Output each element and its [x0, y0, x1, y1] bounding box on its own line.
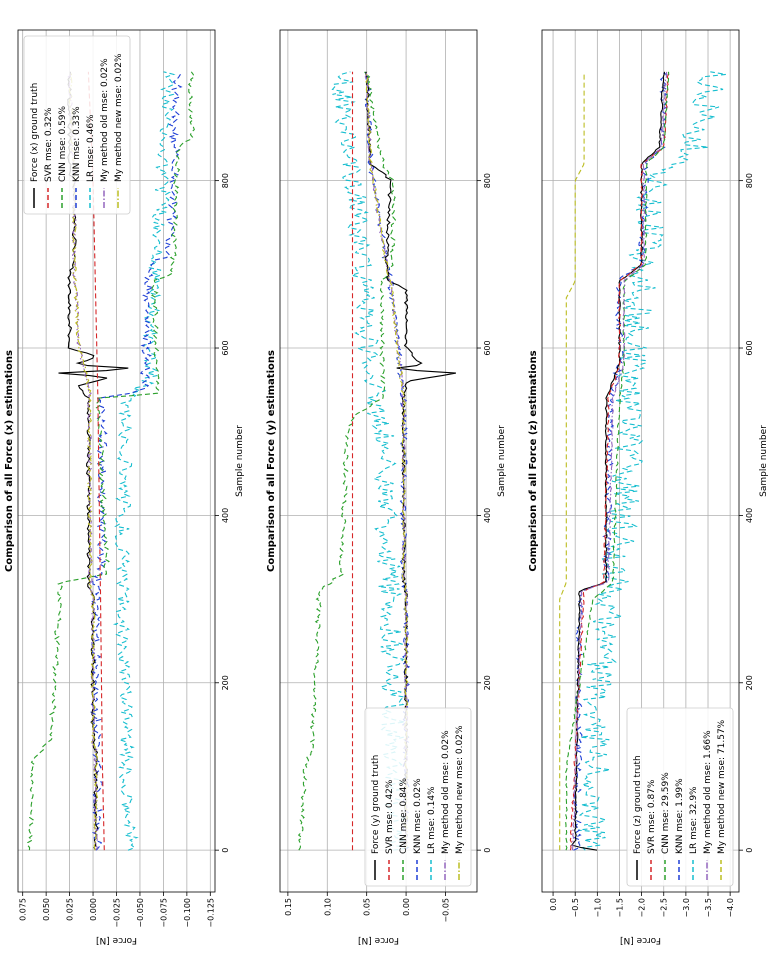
y-tick-label: −0.5: [571, 898, 580, 917]
x-ticks: 0 200 400 600 800: [215, 173, 230, 853]
legend: Force (y) ground truth SVR mse: 0.42% CNN …: [364, 707, 472, 887]
y-tick-label: −1.0: [593, 898, 602, 917]
series-line: [559, 71, 585, 851]
legend-label: SVR mse: 0.42%: [385, 779, 395, 854]
x-axis-label: Sample number: [759, 425, 768, 497]
y-tick-label: 0.075: [19, 898, 28, 921]
y-tick-label: 0.0: [549, 898, 558, 911]
y-axis-label: Force [N]: [358, 935, 399, 945]
y-tick-label: 0.05: [363, 898, 372, 916]
y-tick-label: 0.15: [284, 898, 293, 916]
series-line: [565, 71, 670, 851]
x-tick-label: 400: [221, 508, 230, 523]
series-line: [365, 71, 409, 851]
y-tick-label: −3.0: [682, 898, 691, 917]
y-ticks: 0.0 −0.5 −1.0 −1.5 −2.0 −2.5 −3.0 −3.5 −4.0: [549, 892, 735, 917]
x-tick-label: 800: [745, 173, 754, 188]
series-line: [331, 71, 410, 851]
x-tick-label: 200: [745, 675, 754, 690]
legend-label: SVR mse: 0.87%: [647, 779, 657, 854]
y-tick-label: −0.025: [113, 898, 122, 928]
y-tick-label: 0.10: [323, 898, 332, 916]
x-tick-label: 400: [745, 508, 754, 523]
chart-title: Comparison of all Force (y) estimations: [266, 350, 277, 572]
y-tick-label: −1.5: [615, 898, 624, 917]
legend: Force (z) ground truth SVR mse: 0.87% CNN …: [626, 707, 734, 887]
series-line: [569, 71, 670, 851]
y-tick-label: −3.5: [704, 898, 713, 917]
x-tick-label: 600: [221, 340, 230, 355]
legend-label: KNN mse: 0.02%: [413, 778, 423, 854]
x-tick-label: 0: [221, 848, 230, 853]
y-ticks: 0.075 0.050 0.025 0.000 −0.025 −0.050 −0.075 −0…: [19, 892, 215, 928]
legend-label: KNN mse: 1.99%: [675, 778, 685, 854]
y-tick-label: 0.050: [42, 898, 51, 921]
legend: Force (x) ground truth SVR mse: 0.32% CNN …: [23, 35, 131, 215]
x-tick-label: 800: [221, 173, 230, 188]
legend-label: KNN mse: 0.33%: [72, 106, 82, 182]
x-tick-label: 800: [483, 173, 492, 188]
x-ticks: 0 200 400 600 800: [739, 173, 754, 853]
legend-box: [626, 707, 734, 887]
y-tick-label: −0.100: [183, 898, 192, 928]
legend-label: CNN mse: 0.84%: [399, 777, 409, 854]
plot-frame: [541, 29, 740, 893]
y-tick-label: −2.0: [638, 898, 647, 917]
legend-label: My method new mse: 0.02%: [455, 725, 465, 854]
y-tick-label: −0.075: [159, 898, 168, 928]
x-tick-label: 200: [221, 675, 230, 690]
x-tick-label: 600: [483, 340, 492, 355]
legend-label: Force (x) ground truth: [30, 83, 40, 182]
chart-force-y: Comparison of all Force (y) estimations …: [266, 29, 507, 945]
legend-label: Force (z) ground truth: [633, 755, 643, 854]
y-tick-label: −0.05: [441, 898, 450, 923]
x-tick-label: 0: [745, 848, 754, 853]
chart-title: Comparison of all Force (x) estimations: [4, 350, 15, 572]
chart-title: Comparison of all Force (z) estimations: [528, 350, 539, 571]
legend-label: My method old mse: 0.02%: [100, 58, 110, 182]
y-tick-label: −0.125: [206, 898, 215, 928]
x-tick-label: 200: [483, 675, 492, 690]
y-tick-label: −0.050: [136, 898, 145, 928]
legend-label: LR mse: 0.46%: [86, 114, 96, 182]
plot-frame: [279, 29, 478, 893]
legend-label: My method old mse: 1.66%: [703, 730, 713, 854]
series-line: [297, 71, 397, 851]
y-axis-label: Force [N]: [620, 935, 661, 945]
y-tick-label: −4.0: [726, 898, 735, 917]
series-line: [27, 71, 195, 851]
legend-label: My method old mse: 0.02%: [441, 730, 451, 854]
x-axis-label: Sample number: [497, 425, 507, 497]
series-line: [571, 71, 668, 851]
legend-box: [364, 707, 472, 887]
legend-label: Force (y) ground truth: [371, 755, 381, 854]
legend-label: LR mse: 0.14%: [427, 786, 437, 854]
series-layer: [559, 71, 726, 851]
chart-force-z: Comparison of all Force (z) estimations …: [528, 29, 768, 945]
y-tick-label: −2.5: [660, 898, 669, 917]
x-tick-label: 0: [483, 848, 492, 853]
x-axis-label: Sample number: [235, 425, 245, 497]
x-ticks: 0 200 400 600 800: [477, 173, 492, 853]
x-tick-label: 400: [483, 508, 492, 523]
legend-label: My method new mse: 0.02%: [114, 53, 124, 182]
legend-label: LR mse: 32.9%: [689, 786, 699, 854]
legend-label: CNN mse: 29.59%: [661, 772, 671, 854]
y-tick-label: 0.025: [66, 898, 75, 921]
series-line: [578, 71, 726, 851]
y-axis-label: Force [N]: [96, 935, 137, 945]
chart-force-x: Comparison of all Force (x) estimations …: [4, 29, 245, 945]
legend-label: My method new mse: 71.57%: [717, 719, 727, 854]
y-tick-label: 0.00: [402, 898, 411, 916]
y-ticks: 0.15 0.10 0.05 0.00 −0.05: [284, 892, 450, 923]
y-tick-label: 0.000: [89, 898, 98, 921]
legend-label: CNN mse: 0.59%: [58, 105, 68, 182]
legend-label: SVR mse: 0.32%: [44, 107, 54, 182]
x-tick-label: 600: [745, 340, 754, 355]
legend-box: [23, 35, 131, 215]
